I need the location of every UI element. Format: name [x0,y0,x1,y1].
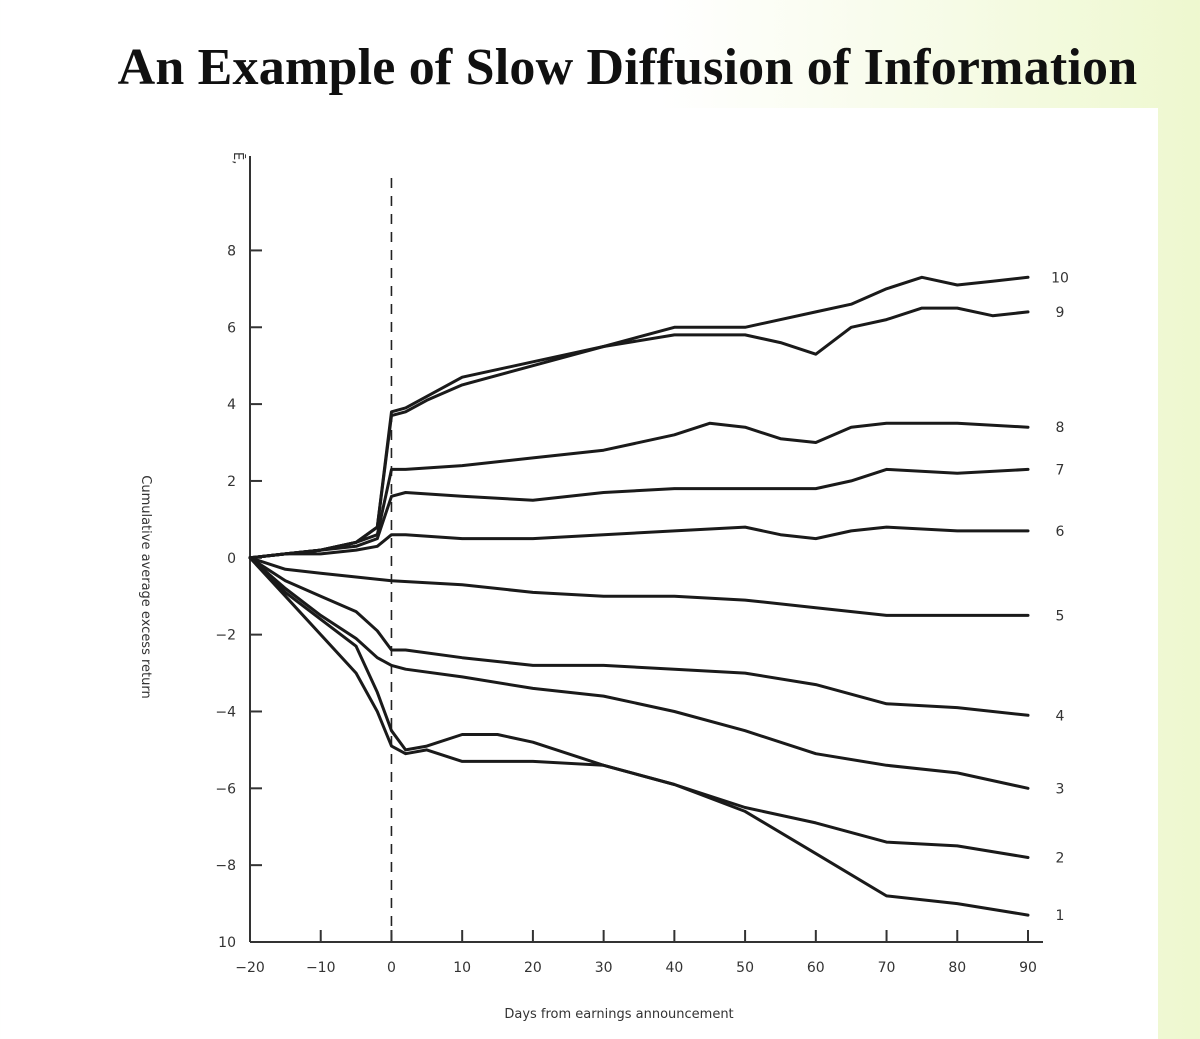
x-tick-label: 50 [736,960,754,976]
series-label-9: 9 [1056,305,1065,321]
x-tick-label: 0 [387,960,396,976]
y-tick-label: 4 [227,397,236,413]
series-label-6: 6 [1056,524,1065,540]
x-axis-label: Days from earnings announcement [504,1007,733,1022]
x-tick-label: 30 [595,960,613,976]
series-line-4 [248,556,1030,717]
series-line-7 [248,467,1030,560]
x-tick-label: 90 [1019,960,1037,976]
series-labels: 10 9 8 7 6 5 4 3 2 1 [1051,270,1069,924]
series-label-7: 7 [1056,462,1065,478]
y-axis-symbol: Ē, [230,152,245,164]
series-label-5: 5 [1056,608,1065,624]
series-label-2: 2 [1056,850,1065,866]
series-line-5 [248,556,1030,617]
axes [249,156,1043,943]
series-lines [248,275,1030,917]
y-tick-label: −6 [215,781,236,797]
series-line-6 [248,525,1030,560]
y-tick-label: −8 [215,858,236,874]
x-tick-label: 70 [878,960,896,976]
y-ticks: 8 6 4 2 0 −2 −4 −6 −8 10 [215,243,262,951]
x-tick-label: −10 [306,960,336,976]
series-line-9 [248,306,1030,560]
y-tick-label: 0 [227,551,236,567]
slide-title: An Example of Slow Diffusion of Informat… [117,39,1138,96]
x-tick-label: 60 [807,960,825,976]
series-label-10: 10 [1051,270,1069,286]
y-tick-label: 10 [218,935,236,951]
series-label-3: 3 [1056,781,1065,797]
y-tick-label: −2 [215,628,236,644]
x-ticks: −20 −10 0 10 20 30 40 50 60 70 80 90 [235,930,1037,976]
y-tick-label: 2 [227,474,236,490]
series-line-3 [248,556,1030,790]
y-axis-label: Cumulative average excess return [138,475,153,699]
x-tick-label: 10 [453,960,471,976]
x-tick-label: 80 [948,960,966,976]
series-line-2 [248,556,1030,859]
x-tick-label: 20 [524,960,542,976]
y-tick-label: 6 [227,320,236,336]
series-label-4: 4 [1056,708,1065,724]
series-label-1: 1 [1056,908,1065,924]
y-tick-label: 8 [227,243,236,259]
y-tick-label: −4 [215,704,236,720]
series-line-8 [248,421,1030,560]
x-tick-label: 40 [665,960,683,976]
x-tick-label: −20 [235,960,265,976]
series-line-10 [248,275,1030,560]
series-line-1 [248,556,1030,917]
series-label-8: 8 [1056,420,1065,436]
chart-panel: 8 6 4 2 0 −2 −4 −6 −8 10 −20 −10 0 10 20 30 40 50 60 70 80 9… [100,108,1158,1039]
